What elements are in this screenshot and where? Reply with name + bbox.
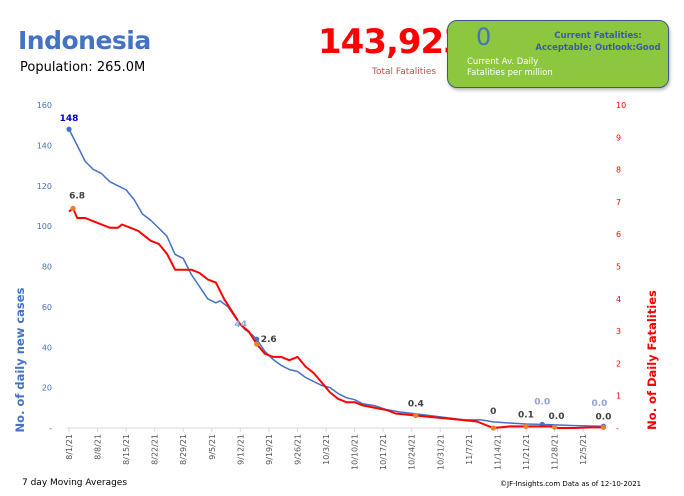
data-label: 0.4 bbox=[408, 399, 424, 409]
x-tick-label: 10/31/21 bbox=[436, 434, 445, 470]
fatalities-marker bbox=[70, 205, 76, 211]
series-layer bbox=[66, 126, 607, 431]
right-axis-ticks: - 1 2 3 4 5 6 7 8 9 10 bbox=[616, 101, 626, 433]
left-tick-label: 40 bbox=[42, 343, 52, 352]
right-tick-label: 9 bbox=[616, 133, 621, 142]
fatalities-marker bbox=[523, 423, 529, 429]
x-tick-label: 10/17/21 bbox=[379, 434, 388, 470]
footer-credit: ©JF-Insights.com Data as of 12-10-2021 bbox=[500, 480, 642, 488]
fatalities-marker bbox=[600, 424, 607, 430]
x-tick-label: 12/5/21 bbox=[579, 434, 588, 465]
cases-line bbox=[68, 128, 604, 427]
right-tick-label: 10 bbox=[616, 101, 626, 110]
right-tick-label: 4 bbox=[616, 295, 621, 304]
data-label: 0.0 bbox=[592, 399, 608, 409]
left-tick-label: 120 bbox=[37, 182, 52, 191]
left-tick-label: 140 bbox=[37, 141, 52, 150]
total-fatalities-value: 143,923 bbox=[318, 22, 467, 62]
total-fatalities-label: Total Fatalities bbox=[372, 67, 437, 77]
x-tick-label: 8/29/21 bbox=[179, 434, 188, 465]
data-label: 0.0 bbox=[534, 397, 550, 407]
cases-marker bbox=[66, 126, 72, 132]
fatalities-marker bbox=[254, 341, 260, 347]
data-label: 148 bbox=[60, 114, 79, 124]
x-tick-label: 11/7/21 bbox=[465, 434, 474, 465]
x-tick-label: 9/5/21 bbox=[208, 434, 217, 460]
fatalities-marker bbox=[551, 424, 558, 430]
left-axis-title: No. of daily new cases bbox=[13, 287, 27, 432]
right-tick-label: 5 bbox=[616, 263, 621, 272]
x-tick-label: 9/12/21 bbox=[236, 434, 245, 465]
right-axis-title: No. of Daily Fatalities bbox=[645, 290, 659, 430]
right-tick-label: - bbox=[616, 424, 619, 433]
left-tick-label: 160 bbox=[37, 101, 52, 110]
right-tick-label: 6 bbox=[616, 230, 621, 239]
data-label: 0.0 bbox=[549, 412, 565, 422]
right-tick-label: 7 bbox=[616, 198, 621, 207]
left-tick-label: - bbox=[49, 424, 52, 433]
right-tick-label: 8 bbox=[616, 166, 621, 175]
x-tick-label: 8/1/21 bbox=[65, 434, 74, 460]
status-box: 0 Current Av. Daily Fatalities per milli… bbox=[447, 20, 669, 88]
x-tick-label: 10/10/21 bbox=[351, 434, 360, 470]
data-label: 2.6 bbox=[261, 335, 277, 345]
x-tick-label: 11/28/21 bbox=[551, 434, 560, 470]
x-tick-label: 11/21/21 bbox=[522, 434, 531, 470]
data-label: 0.1 bbox=[518, 410, 534, 420]
x-axis: 8/1/21 8/8/21 8/15/21 8/22/21 8/29/21 9/5/21 9… bbox=[65, 427, 604, 470]
fatalities-marker bbox=[490, 425, 496, 431]
x-tick-label: 8/15/21 bbox=[122, 434, 131, 465]
status-assessment: Current Fatalities: Acceptable; Outlook:… bbox=[535, 31, 661, 53]
current-daily-fatalities-value: 0 bbox=[476, 23, 492, 51]
left-axis-ticks: - 20 40 60 80 100 120 140 160 bbox=[37, 101, 52, 433]
footer-note: 7 day Moving Averages bbox=[22, 478, 128, 488]
right-tick-label: 2 bbox=[616, 359, 621, 368]
right-tick-label: 1 bbox=[616, 392, 621, 401]
fatalities-line bbox=[68, 207, 604, 429]
data-label: 6.8 bbox=[69, 191, 85, 201]
fatalities-marker bbox=[413, 412, 419, 419]
x-tick-label: 10/3/21 bbox=[322, 434, 331, 465]
country-title: Indonesia bbox=[18, 26, 151, 55]
data-label: 0.0 bbox=[596, 412, 612, 422]
data-label: 44 bbox=[234, 320, 247, 330]
left-tick-label: 80 bbox=[42, 263, 52, 272]
left-tick-label: 60 bbox=[42, 303, 52, 312]
x-tick-label: 8/8/21 bbox=[94, 434, 103, 460]
x-tick-label: 11/14/21 bbox=[493, 434, 502, 470]
x-tick-label: 9/26/21 bbox=[293, 434, 302, 465]
population-label: Population: 265.0M bbox=[20, 60, 146, 75]
x-tick-label: 9/19/21 bbox=[265, 434, 274, 465]
data-label: 0 bbox=[490, 407, 496, 417]
current-daily-fatalities-caption: Current Av. Daily Fatalities per million bbox=[467, 57, 553, 78]
left-tick-label: 20 bbox=[42, 384, 52, 393]
x-tick-label: 10/24/21 bbox=[408, 434, 417, 470]
x-tick-label: 8/22/21 bbox=[151, 434, 160, 465]
left-tick-label: 100 bbox=[37, 222, 52, 231]
right-tick-label: 3 bbox=[616, 327, 621, 336]
